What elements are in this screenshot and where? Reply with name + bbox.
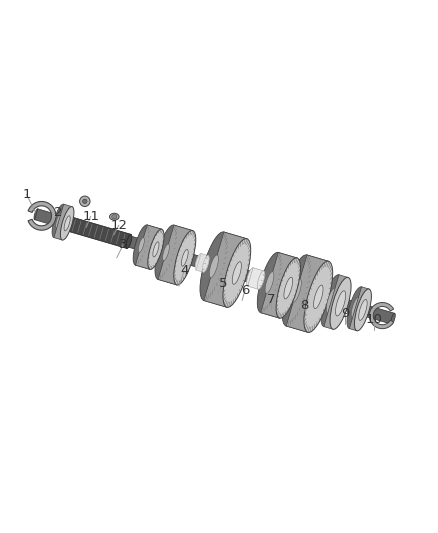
Ellipse shape: [34, 209, 39, 220]
Polygon shape: [247, 268, 264, 289]
Polygon shape: [324, 275, 348, 329]
Text: 7: 7: [267, 293, 276, 305]
Polygon shape: [286, 255, 328, 333]
Ellipse shape: [209, 255, 219, 278]
Ellipse shape: [162, 244, 170, 261]
Ellipse shape: [292, 279, 301, 302]
Ellipse shape: [282, 255, 311, 326]
Text: 6: 6: [241, 284, 249, 297]
Ellipse shape: [314, 285, 323, 309]
Ellipse shape: [359, 300, 367, 320]
Ellipse shape: [257, 253, 282, 313]
Ellipse shape: [265, 272, 274, 294]
Text: 4: 4: [180, 264, 188, 277]
Ellipse shape: [110, 213, 119, 220]
Polygon shape: [35, 209, 395, 324]
Ellipse shape: [351, 297, 360, 318]
Text: 8: 8: [300, 299, 308, 312]
Ellipse shape: [223, 239, 251, 308]
Ellipse shape: [148, 229, 164, 270]
Ellipse shape: [65, 216, 71, 231]
Wedge shape: [369, 303, 394, 329]
Ellipse shape: [64, 216, 70, 231]
Ellipse shape: [56, 213, 62, 229]
Text: 1: 1: [22, 188, 31, 201]
Ellipse shape: [181, 249, 188, 266]
Ellipse shape: [52, 204, 66, 238]
Text: 2: 2: [54, 206, 62, 219]
Ellipse shape: [133, 225, 149, 265]
Ellipse shape: [336, 291, 346, 316]
Ellipse shape: [80, 196, 90, 206]
Ellipse shape: [202, 255, 209, 272]
Polygon shape: [196, 254, 208, 272]
Polygon shape: [158, 225, 193, 285]
Ellipse shape: [126, 235, 132, 248]
Ellipse shape: [155, 225, 177, 279]
Text: 5: 5: [219, 277, 228, 290]
Polygon shape: [54, 204, 72, 240]
Ellipse shape: [326, 288, 336, 313]
Ellipse shape: [153, 242, 159, 257]
Ellipse shape: [247, 268, 254, 286]
Wedge shape: [28, 201, 56, 230]
Ellipse shape: [60, 207, 74, 240]
Ellipse shape: [304, 261, 333, 333]
Ellipse shape: [195, 253, 202, 270]
Ellipse shape: [112, 215, 117, 219]
Ellipse shape: [333, 286, 348, 321]
Ellipse shape: [354, 289, 371, 331]
Polygon shape: [350, 287, 369, 331]
Ellipse shape: [174, 230, 196, 285]
Ellipse shape: [200, 232, 228, 301]
Text: 10: 10: [365, 313, 382, 326]
Ellipse shape: [284, 277, 293, 299]
Ellipse shape: [330, 277, 351, 329]
Text: 3: 3: [119, 238, 127, 251]
Text: 12: 12: [110, 219, 127, 232]
Ellipse shape: [257, 271, 265, 289]
Ellipse shape: [321, 274, 342, 327]
Ellipse shape: [336, 291, 346, 316]
Text: 9: 9: [341, 307, 350, 320]
Ellipse shape: [138, 238, 145, 253]
Ellipse shape: [347, 287, 364, 329]
Text: 11: 11: [82, 210, 99, 223]
Polygon shape: [204, 232, 247, 307]
Polygon shape: [261, 253, 297, 318]
Polygon shape: [66, 216, 131, 248]
Ellipse shape: [232, 262, 241, 284]
Polygon shape: [135, 225, 162, 269]
Ellipse shape: [276, 258, 300, 318]
Ellipse shape: [83, 199, 87, 204]
Ellipse shape: [391, 313, 395, 324]
